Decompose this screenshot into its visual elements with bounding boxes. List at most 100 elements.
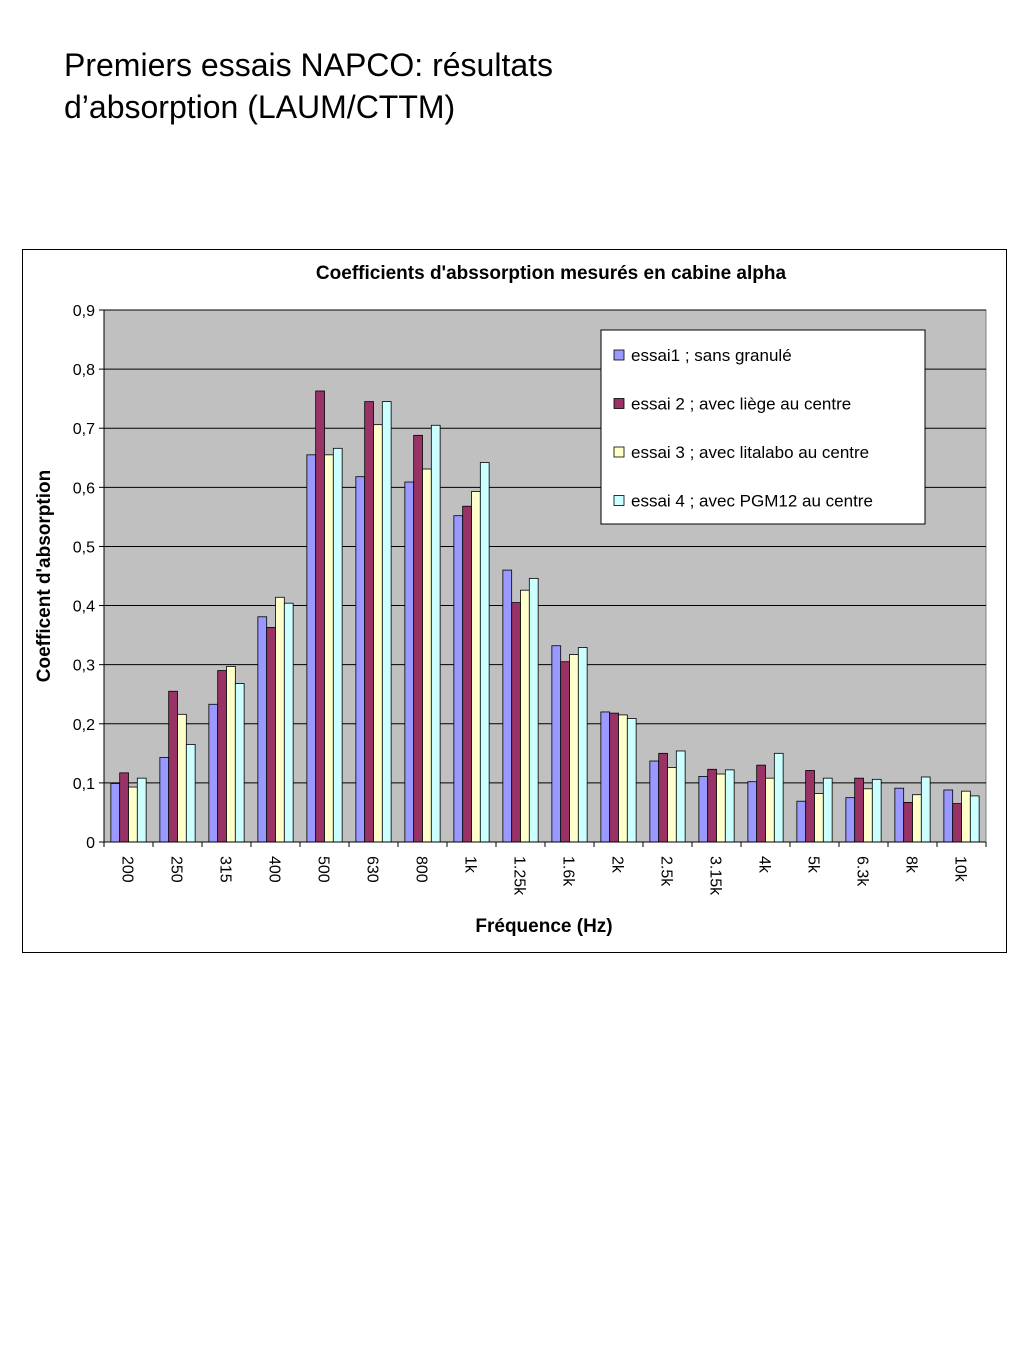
bar xyxy=(658,752,668,843)
x-tick-label: 500 xyxy=(315,856,332,883)
bar xyxy=(217,670,227,843)
bar xyxy=(667,767,677,843)
y-tick-label: 0,7 xyxy=(73,421,95,438)
bar xyxy=(724,769,735,843)
y-tick-label: 0,9 xyxy=(73,303,95,320)
bar xyxy=(430,424,441,843)
bars xyxy=(110,390,980,843)
bar xyxy=(912,794,922,843)
slide-title-line-1: Premiers essais NAPCO: résultats xyxy=(64,47,554,83)
y-tick-label: 0,4 xyxy=(73,599,95,616)
bar xyxy=(110,783,121,843)
y-tick-label: 0,8 xyxy=(73,362,95,379)
y-tick-label: 0 xyxy=(86,835,95,852)
bar xyxy=(894,787,905,843)
legend-label: essai 4 ; avec PGM12 au centre xyxy=(631,492,873,511)
bar xyxy=(364,401,374,843)
bar xyxy=(903,801,913,843)
bar xyxy=(462,505,472,843)
x-tick-label: 315 xyxy=(217,856,234,883)
bar xyxy=(185,744,196,843)
bar xyxy=(355,476,366,843)
x-tick-label: 5k xyxy=(805,856,822,874)
x-tick-label: 2k xyxy=(609,856,626,874)
bar xyxy=(961,790,971,843)
bar xyxy=(707,768,717,843)
bar xyxy=(453,515,464,843)
bar xyxy=(796,800,807,843)
bar xyxy=(381,401,392,843)
legend: essai1 ; sans granulé essai 2 ; avec lièg… xyxy=(600,329,926,525)
x-tick-label: 200 xyxy=(119,856,136,883)
bar xyxy=(119,772,129,843)
x-tick-label: 3.15k xyxy=(707,856,724,896)
x-tick-label: 8k xyxy=(903,856,920,874)
bar xyxy=(863,788,873,843)
bar xyxy=(502,569,513,843)
bar xyxy=(234,683,245,843)
bar xyxy=(698,775,709,843)
slide-title-line-2: d’absorption (LAUM/CTTM) xyxy=(64,89,456,125)
legend-swatch xyxy=(613,349,625,361)
y-tick-label: 0,3 xyxy=(73,658,95,675)
bar xyxy=(413,434,423,843)
bar xyxy=(814,793,824,843)
bar xyxy=(871,778,882,843)
bar xyxy=(528,577,539,843)
y-tick-label: 0,6 xyxy=(73,480,95,497)
bar xyxy=(952,803,962,843)
bar xyxy=(747,781,758,843)
legend-box xyxy=(600,329,926,525)
x-tick-label: 1.25k xyxy=(511,856,528,896)
bar xyxy=(324,454,334,843)
bar xyxy=(159,757,170,843)
bar xyxy=(969,795,980,843)
bar xyxy=(675,750,686,843)
bar xyxy=(854,777,864,843)
bar xyxy=(577,647,588,843)
legend-swatch xyxy=(613,495,625,506)
bar xyxy=(845,797,856,843)
axes: 0 0,1 0,2 0,3 0,4 0,5 0,6 0,7 0,8 0,9 200 250 315 400… xyxy=(73,303,987,896)
bar xyxy=(716,773,726,843)
bar xyxy=(422,468,432,843)
x-tick-label: 1k xyxy=(462,856,479,874)
bar xyxy=(404,481,415,843)
x-tick-label: 4k xyxy=(756,856,773,874)
chart-frame: Coefficients d'abssorption mesurés en ca… xyxy=(22,249,1007,953)
bar xyxy=(128,786,138,843)
y-tick-label: 0,2 xyxy=(73,717,95,734)
bar xyxy=(315,390,325,843)
x-tick-label: 10k xyxy=(952,856,969,883)
chart-title: Coefficients d'abssorption mesurés en ca… xyxy=(316,263,787,284)
y-tick-label: 0,1 xyxy=(73,776,95,793)
x-tick-label: 2.5k xyxy=(658,856,675,887)
x-tick-label: 800 xyxy=(413,856,430,883)
bar xyxy=(226,666,236,843)
bar xyxy=(471,491,481,843)
bar xyxy=(551,645,562,843)
bar xyxy=(479,462,490,843)
bar xyxy=(569,654,579,843)
bar xyxy=(177,713,187,843)
bar xyxy=(618,714,628,843)
x-tick-label: 400 xyxy=(266,856,283,883)
slide-title: Premiers essais NAPCO: résultats d’absor… xyxy=(64,44,764,128)
bar xyxy=(283,602,294,843)
bar xyxy=(266,627,276,843)
x-tick-label: 250 xyxy=(168,856,185,883)
legend-label: essai1 ; sans granulé xyxy=(631,346,792,365)
bar xyxy=(275,596,285,843)
bar xyxy=(609,712,619,843)
x-tick-label: 6.3k xyxy=(854,856,871,887)
bar xyxy=(920,776,931,843)
bar xyxy=(649,760,660,843)
bar xyxy=(306,454,317,843)
x-tick-label: 1.6k xyxy=(560,856,577,887)
bar xyxy=(756,764,766,843)
bar xyxy=(511,602,521,843)
bar xyxy=(943,789,954,843)
bar xyxy=(520,589,530,843)
x-axis-label: Fréquence (Hz) xyxy=(475,916,612,937)
legend-swatch xyxy=(613,446,625,458)
